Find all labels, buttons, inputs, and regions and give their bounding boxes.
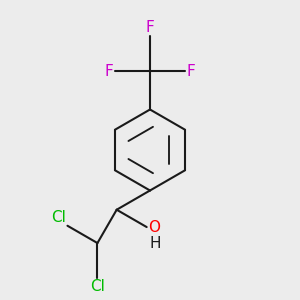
Text: F: F xyxy=(146,20,154,35)
Text: H: H xyxy=(150,236,161,251)
Text: F: F xyxy=(186,64,195,79)
Text: Cl: Cl xyxy=(51,210,66,225)
Text: F: F xyxy=(105,64,114,79)
Text: O: O xyxy=(148,220,160,235)
Text: Cl: Cl xyxy=(90,279,105,294)
